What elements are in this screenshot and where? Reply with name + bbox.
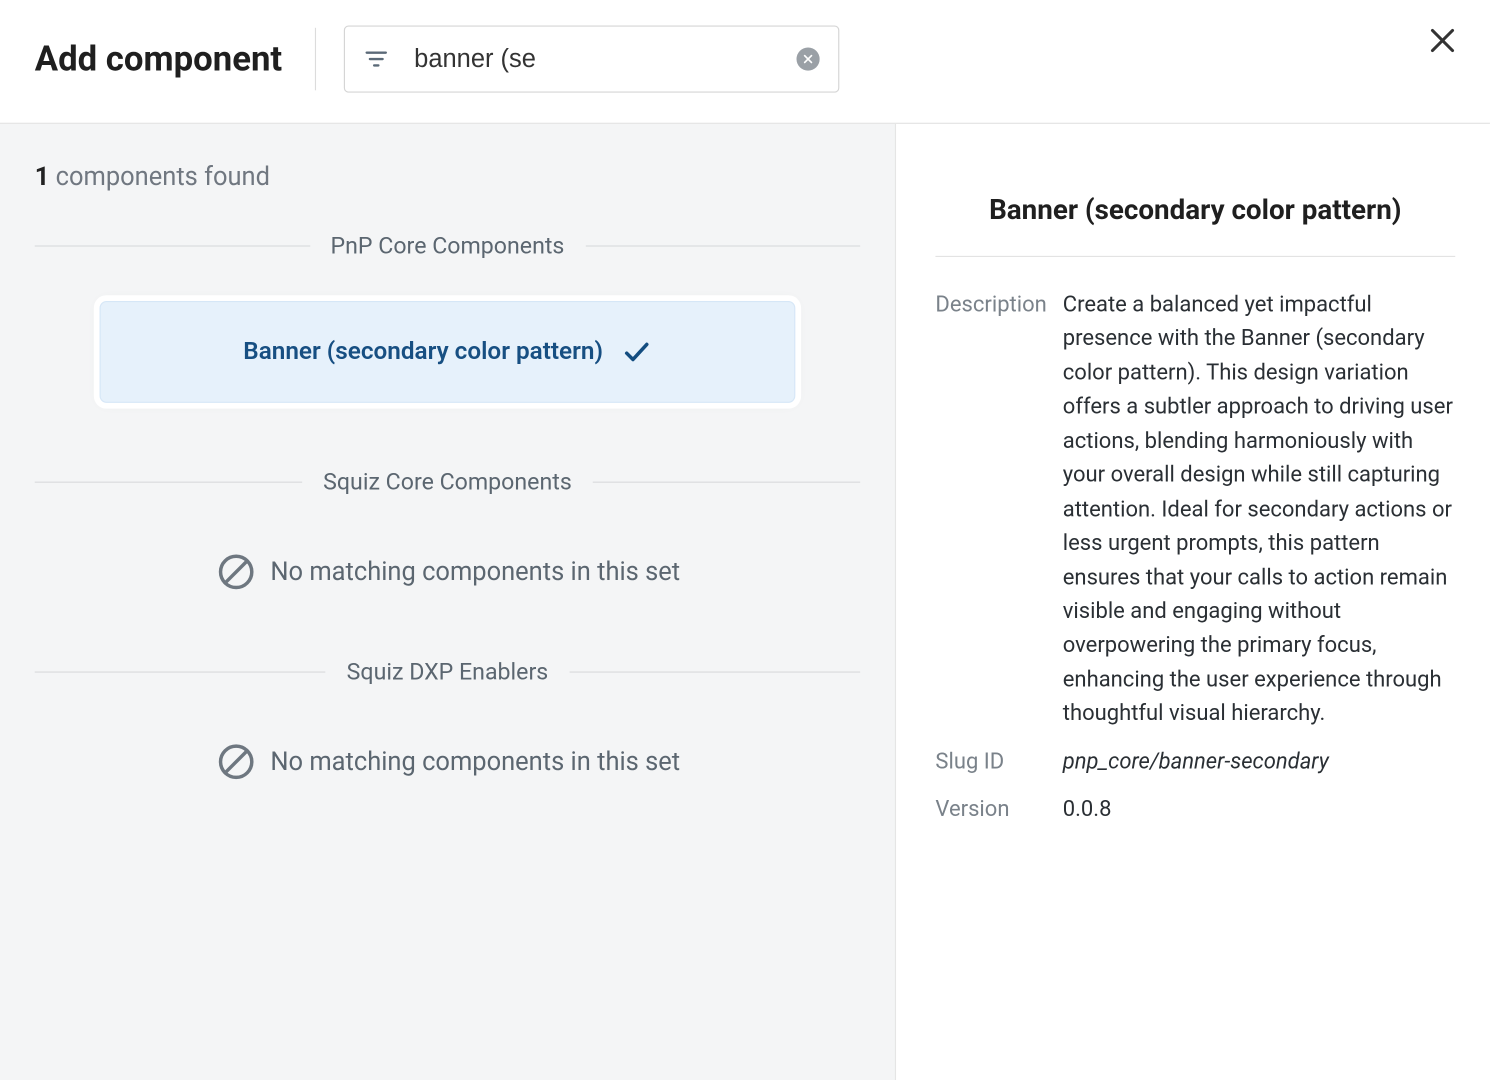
detail-key: Version <box>935 792 1062 826</box>
section-label: Squiz Core Components <box>302 468 592 496</box>
section-divider: Squiz Core Components <box>35 468 860 496</box>
detail-key: Description <box>935 287 1062 730</box>
clear-search-button[interactable] <box>796 47 819 70</box>
check-icon <box>622 337 652 367</box>
search-box[interactable] <box>344 25 839 92</box>
results-pane: 1 components found PnP Core Components B… <box>0 124 896 1080</box>
page-title: Add component <box>35 39 282 80</box>
close-button[interactable] <box>1427 25 1457 60</box>
empty-text: No matching components in this set <box>270 557 680 586</box>
detail-row-version: Version 0.0.8 <box>935 792 1455 826</box>
filter-icon <box>363 46 388 71</box>
search-input[interactable] <box>414 44 796 74</box>
detail-row-slug: Slug ID pnp_core/banner-secondary <box>935 744 1455 778</box>
header-bar: Add component <box>0 0 1490 124</box>
empty-icon <box>215 741 257 783</box>
results-count: 1 components found <box>35 163 860 192</box>
section-label: PnP Core Components <box>310 232 586 260</box>
detail-value-description: Create a balanced yet impactful presence… <box>1063 287 1455 730</box>
detail-value-version: 0.0.8 <box>1063 792 1455 826</box>
empty-text: No matching components in this set <box>270 747 680 776</box>
section-label: Squiz DXP Enablers <box>326 658 569 686</box>
detail-value-slug: pnp_core/banner-secondary <box>1063 744 1455 778</box>
component-card-banner-secondary[interactable]: Banner (secondary color pattern) <box>100 301 796 403</box>
empty-icon <box>215 551 257 593</box>
section-divider: PnP Core Components <box>35 232 860 260</box>
detail-key: Slug ID <box>935 744 1062 778</box>
component-card-label: Banner (secondary color pattern) <box>243 338 603 366</box>
detail-row-description: Description Create a balanced yet impact… <box>935 287 1455 730</box>
separator <box>315 28 316 91</box>
empty-state: No matching components in this set <box>35 741 860 783</box>
detail-pane: Banner (secondary color pattern) Descrip… <box>896 124 1490 1080</box>
section-divider: Squiz DXP Enablers <box>35 658 860 686</box>
results-count-suffix: components found <box>49 163 270 192</box>
results-count-number: 1 <box>35 163 50 192</box>
detail-title: Banner (secondary color pattern) <box>935 193 1455 257</box>
empty-state: No matching components in this set <box>35 551 860 593</box>
